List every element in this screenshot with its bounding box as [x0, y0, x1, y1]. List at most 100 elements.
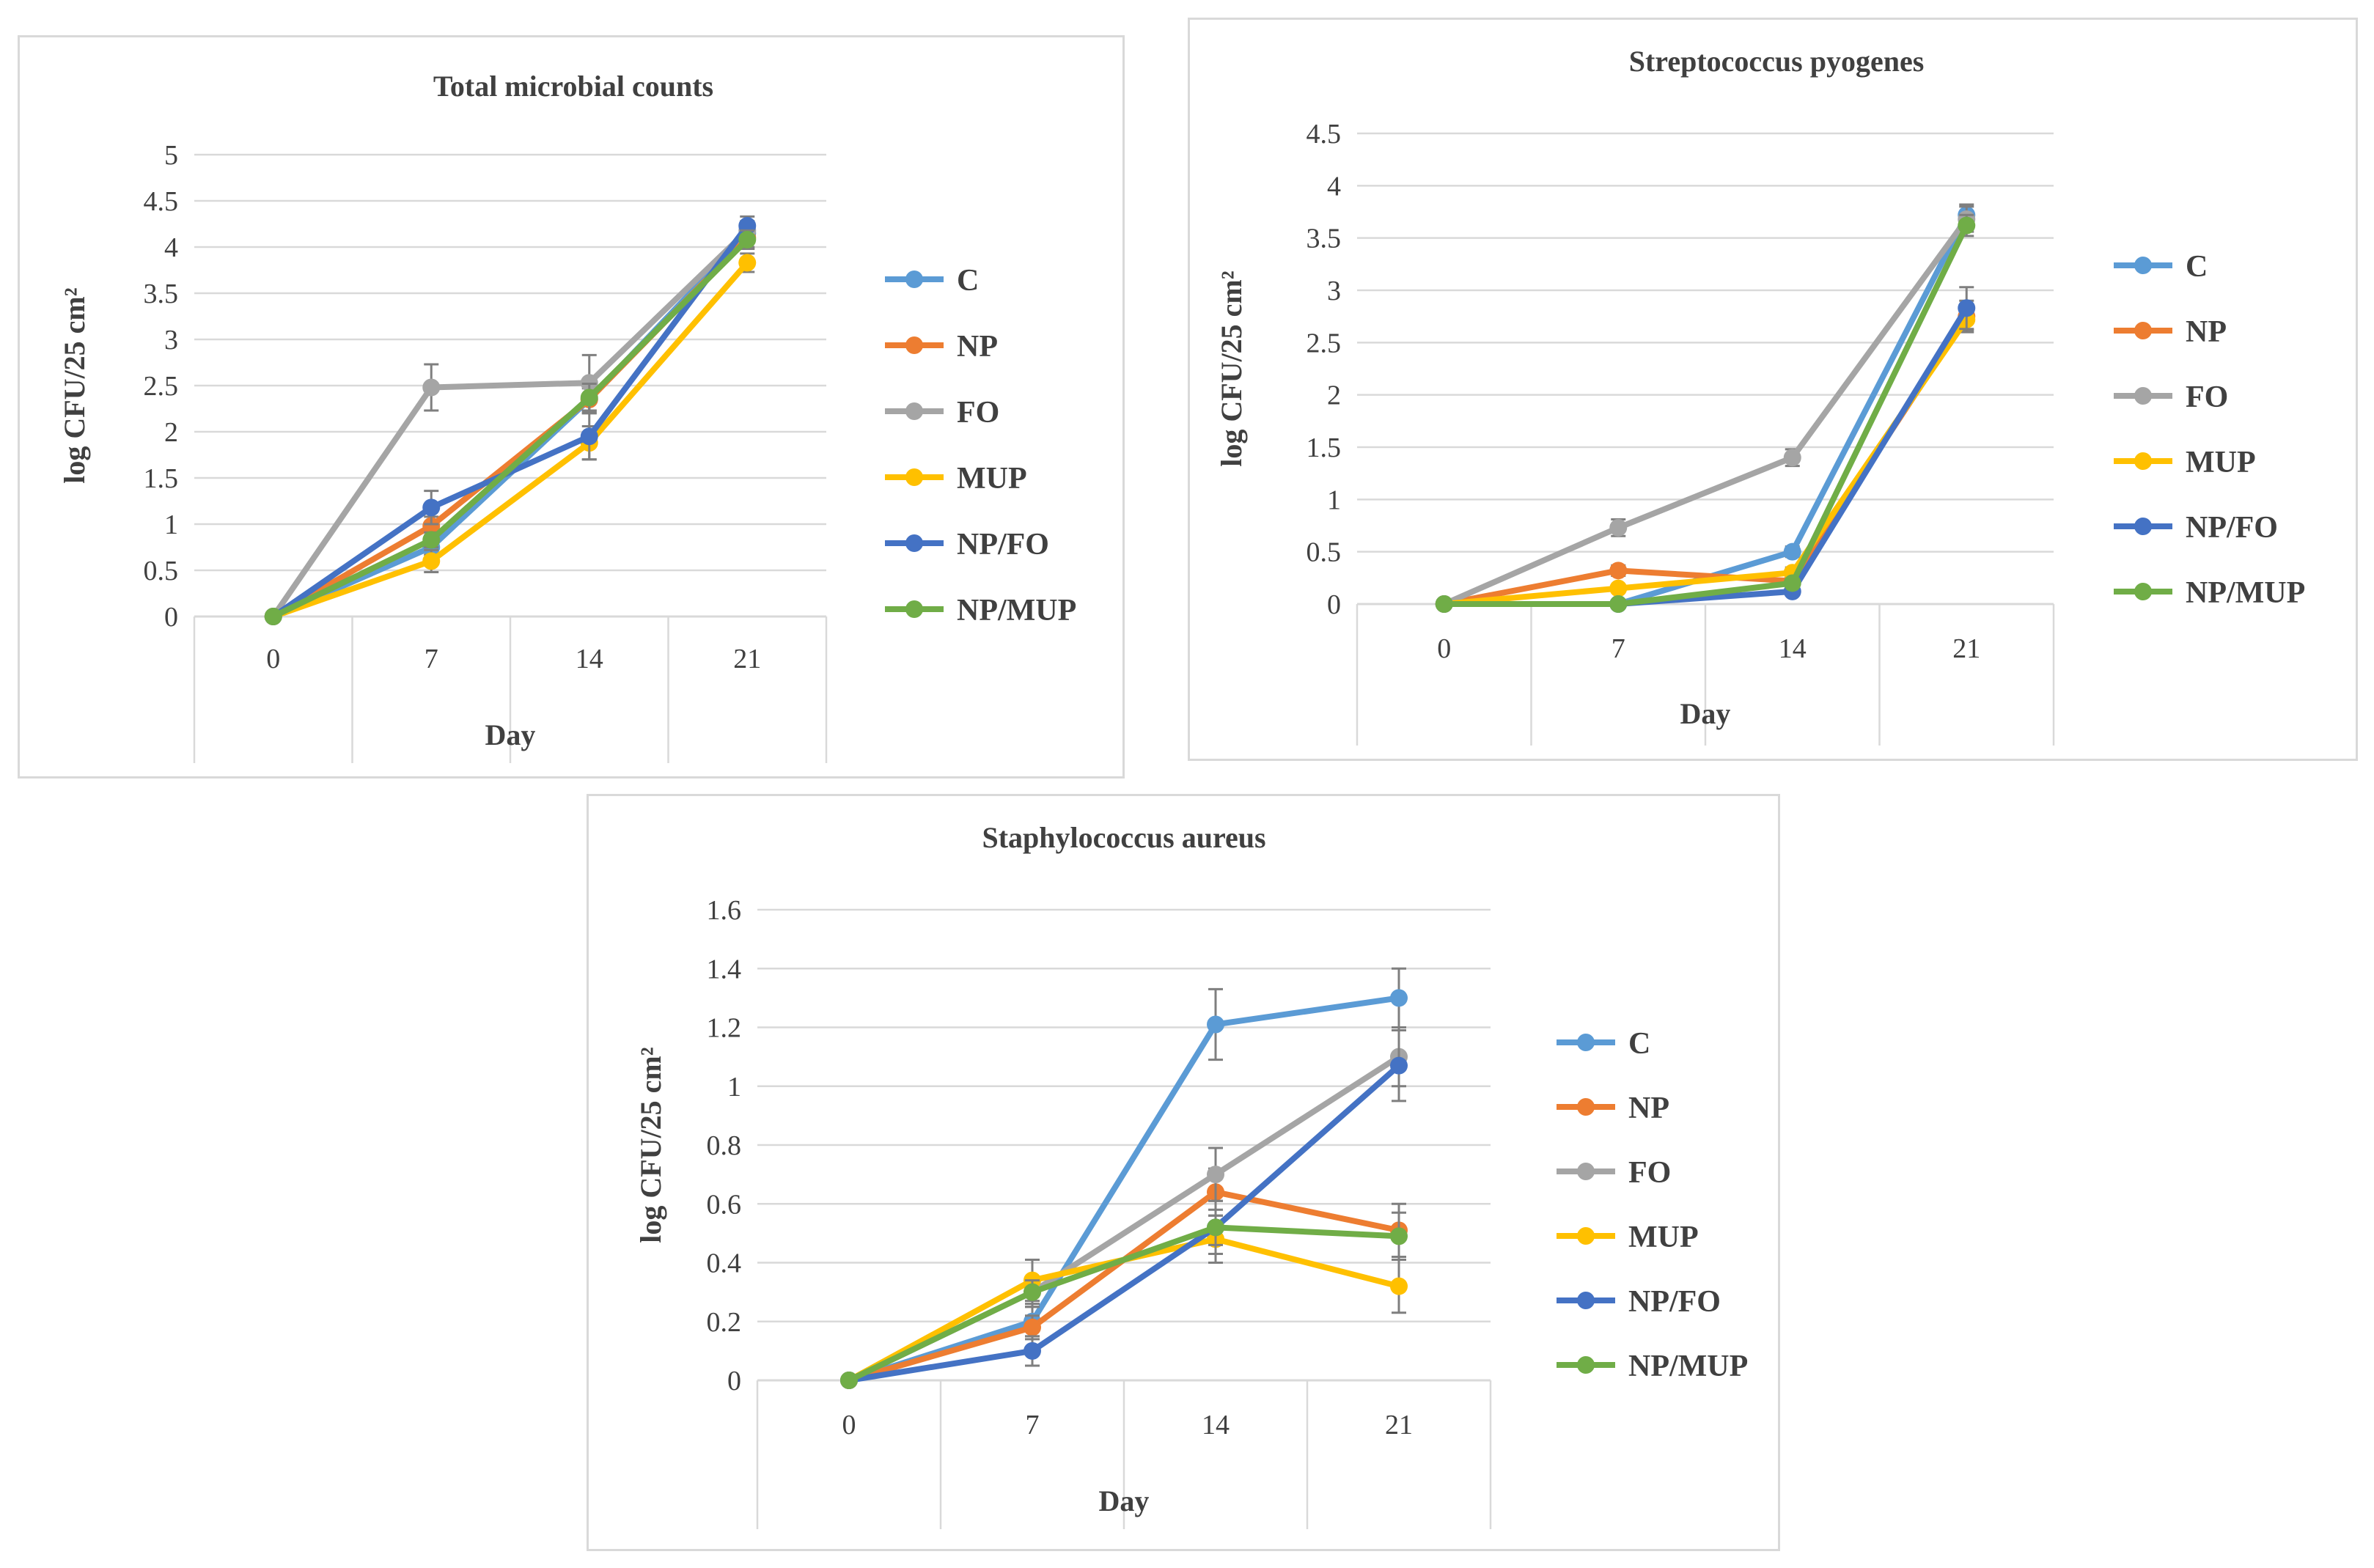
legend-label-fo: FO	[2186, 380, 2228, 414]
data-point-np-mup	[1958, 216, 1976, 235]
data-point-np-mup	[1390, 1227, 1408, 1245]
series-line-fo	[848, 1054, 1401, 1383]
legend-marker-np-fo	[1577, 1292, 1595, 1309]
chart-title: Staphylococcus aureus	[982, 821, 1265, 854]
data-point-mup	[422, 552, 441, 570]
data-point-np	[422, 517, 441, 535]
series-line-np-mup	[848, 1224, 1400, 1383]
legend-marker-np	[1577, 1098, 1595, 1116]
legend-label-np: NP	[2186, 315, 2227, 349]
y-tick-label: 4	[1327, 171, 1341, 202]
x-tick-label: 7	[425, 644, 438, 674]
y-tick-label: 3.5	[1307, 224, 1342, 254]
legend-marker-mup	[905, 468, 923, 486]
legend-label-np: NP	[1628, 1092, 1669, 1125]
chart-panel-staphylococcus-aureus: Staphylococcus aureus 0 0.2 0.4 0.6 0.8 1 1.2 1.…	[587, 794, 1780, 1551]
chart-title: Streptococcus pyogenes	[1629, 45, 1925, 78]
data-point-np-mup	[840, 1372, 858, 1389]
x-tick-label: 14	[1779, 633, 1807, 664]
series-line-np-fo	[1444, 306, 1969, 607]
data-point-np	[1609, 562, 1628, 580]
data-point-fo	[1609, 518, 1628, 537]
legend-marker-fo	[1577, 1163, 1595, 1180]
data-point-np-mup	[422, 531, 441, 549]
y-axis-label: log CFU/25 cm²	[58, 287, 91, 484]
legend-label-fo: FO	[957, 396, 999, 430]
chart-title: Total microbial counts	[433, 70, 713, 103]
data-point-c	[1390, 989, 1408, 1007]
series-line-mup	[272, 260, 750, 619]
x-tick-label: 0	[266, 644, 280, 674]
legend-label-mup: MUP	[1628, 1221, 1699, 1254]
legend-marker-fo	[2134, 387, 2152, 405]
legend-label-np: NP	[957, 330, 998, 364]
y-axis-label: log CFU/25 cm²	[1215, 270, 1248, 467]
y-tick-label: 4	[164, 232, 178, 263]
legend-marker-mup	[1577, 1227, 1595, 1245]
y-tick-label: 1	[164, 509, 178, 540]
y-tick-label: 3	[164, 325, 178, 356]
series-line-c	[1444, 213, 1969, 607]
data-point-np-mup	[580, 389, 598, 407]
x-axis-label: Day	[1680, 697, 1731, 730]
y-tick-label: 5	[164, 140, 178, 171]
y-tick-label: 0.5	[1307, 537, 1342, 568]
legend-marker-np-mup	[905, 600, 923, 618]
y-tick-label: 2	[1327, 380, 1341, 411]
data-point-mup	[738, 254, 757, 272]
x-tick-label: 21	[1385, 1410, 1413, 1440]
legend-label-np-fo: NP/FO	[1628, 1285, 1721, 1319]
x-tick-label: 7	[1026, 1410, 1040, 1440]
y-axis-label: log CFU/25 cm²	[634, 1047, 667, 1243]
x-axis-label: Day	[485, 718, 536, 751]
x-tick-label: 14	[1202, 1410, 1230, 1440]
legend-marker-np	[2134, 322, 2152, 339]
data-point-mup	[1609, 579, 1628, 597]
series-line-np	[271, 235, 750, 619]
data-point-np-fo	[422, 498, 441, 517]
data-point-np-fo	[1958, 299, 1976, 317]
x-axis-label: Day	[1099, 1484, 1150, 1517]
y-tick-label: 1.2	[707, 1013, 742, 1044]
series-line-np	[1443, 314, 1969, 607]
x-tick-label: 21	[733, 644, 761, 674]
chart-panel-total-microbial-counts: Total microbial counts 0 0.5 1 1.5 2 2.5 3 3.5 4 4…	[18, 35, 1125, 779]
legend-label-c: C	[957, 264, 979, 298]
y-tick-label: 0.8	[707, 1130, 742, 1161]
y-tick-label: 3	[1327, 276, 1341, 306]
y-tick-label: 0.5	[144, 556, 179, 586]
series-line-np-fo	[848, 1063, 1401, 1383]
x-tick-label: 14	[576, 644, 603, 674]
legend-marker-np-mup	[2134, 583, 2152, 600]
data-point-fo	[1207, 1166, 1224, 1184]
legend-marker-c	[1577, 1034, 1595, 1051]
data-point-c	[1783, 542, 1801, 561]
data-point-np-mup	[1024, 1283, 1041, 1301]
y-tick-label: 1.4	[707, 954, 742, 984]
y-tick-label: 3.5	[144, 279, 179, 309]
series-line-np-mup	[1444, 224, 1969, 607]
x-tick-label: 7	[1612, 633, 1625, 664]
legend-label-np-fo: NP/FO	[2186, 511, 2278, 545]
y-tick-label: 0.6	[707, 1189, 742, 1220]
legend-marker-np-fo	[2134, 518, 2152, 535]
legend-label-np-fo: NP/FO	[957, 528, 1049, 562]
series-line-fo	[271, 228, 750, 619]
chart-total-microbial-counts: Total microbial counts 0 0.5 1 1.5 2 2.5 3 3.5 4 4…	[58, 70, 1076, 763]
legend-marker-c	[905, 270, 923, 288]
chart-panel-streptococcus-pyogenes: Streptococcus pyogenes 0 0.5 1 1.5 2 2.5 3 3.5 4 4…	[1188, 18, 2358, 761]
y-tick-label: 0.2	[707, 1307, 742, 1338]
y-tick-label: 1.6	[707, 895, 742, 926]
x-tick-label: 21	[1952, 633, 1980, 664]
legend-marker-mup	[2134, 452, 2152, 470]
y-tick-label: 2.5	[144, 371, 179, 402]
data-point-np	[1024, 1318, 1041, 1336]
data-point-fo	[1783, 449, 1801, 467]
data-point-np-mup	[1207, 1218, 1224, 1237]
y-tick-label: 0.4	[707, 1248, 742, 1279]
series-line-np-fo	[271, 224, 750, 619]
chart-streptococcus-pyogenes: Streptococcus pyogenes 0 0.5 1 1.5 2 2.5 3 3.5 4 4…	[1215, 45, 2305, 746]
series-line-c	[272, 231, 750, 619]
legend-marker-np	[905, 336, 923, 354]
data-point-c	[1207, 1015, 1224, 1034]
